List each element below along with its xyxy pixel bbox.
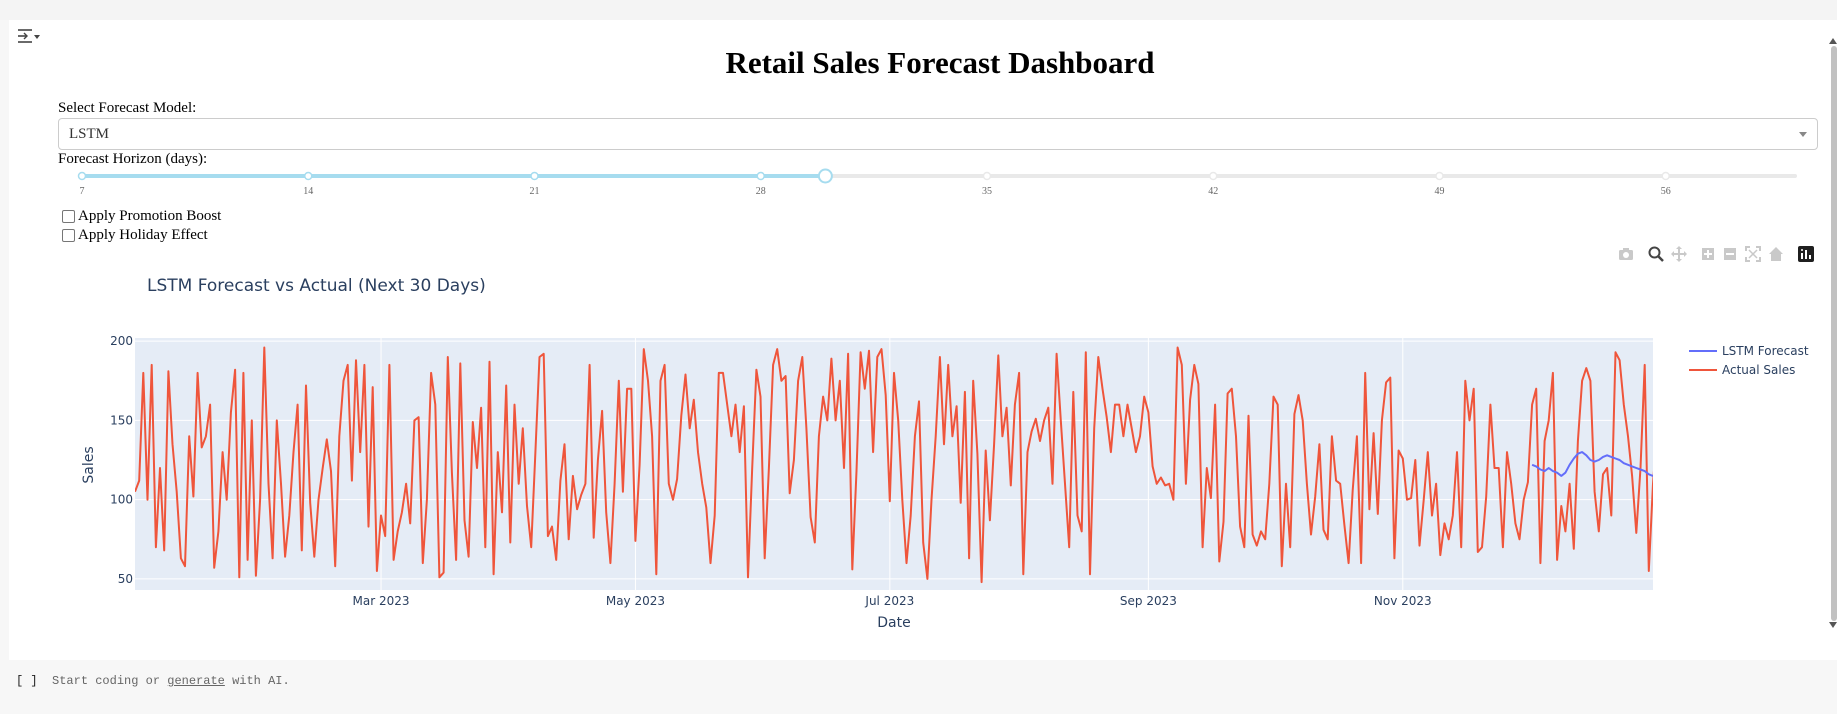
- x-tick-label: Jul 2023: [864, 594, 914, 608]
- promotion-boost-box[interactable]: [62, 210, 75, 223]
- slider-mark-label: 7: [80, 186, 85, 197]
- slider-dot[interactable]: [756, 171, 765, 181]
- promotion-boost-label: Apply Promotion Boost: [78, 208, 222, 224]
- pan-icon[interactable]: [1670, 245, 1688, 263]
- dashboard-title: Retail Sales Forecast Dashboard: [725, 45, 1155, 80]
- generate-link[interactable]: generate: [167, 674, 225, 688]
- y-tick-label: 200: [110, 334, 133, 348]
- slider-handle[interactable]: [817, 168, 833, 184]
- footer-bar: [ ] Start coding or generate with AI.: [0, 660, 1837, 714]
- slider-mark-label: 42: [1208, 186, 1218, 197]
- holiday-effect-box[interactable]: [62, 229, 75, 242]
- camera-icon[interactable]: [1617, 245, 1635, 263]
- model-select-label: Select Forecast Model:: [58, 100, 197, 116]
- autoscale-icon[interactable]: [1744, 245, 1762, 263]
- chevron-down-icon: [1799, 132, 1807, 137]
- x-tick-label: Nov 2023: [1374, 594, 1432, 608]
- holiday-effect-label: Apply Holiday Effect: [78, 227, 208, 243]
- zoom-in-icon[interactable]: [1699, 245, 1717, 263]
- holiday-effect-checkbox[interactable]: Apply Holiday Effect: [62, 227, 208, 244]
- slider-dot[interactable]: [1435, 171, 1444, 181]
- lstm-forecast-line[interactable]: [1531, 451, 1653, 477]
- model-select-value: LSTM: [69, 126, 110, 142]
- y-tick-label: 150: [110, 413, 133, 427]
- forecast-chart[interactable]: LSTM Forecast vs Actual (Next 30 Days) D…: [0, 0, 1837, 660]
- slider-dot[interactable]: [303, 171, 313, 181]
- chart-title: LSTM Forecast vs Actual (Next 30 Days): [147, 276, 486, 296]
- slider-dot[interactable]: [77, 171, 87, 181]
- slider-mark-label: 28: [756, 186, 766, 197]
- horizon-slider-track[interactable]: 7 14 21 28 35 42 49 56: [0, 166, 1837, 200]
- footer-prompt: [ ] Start coding or generate with AI.: [16, 674, 290, 688]
- slider-mark-label: 49: [1434, 186, 1444, 197]
- scrollbar[interactable]: [1829, 36, 1837, 628]
- footer-text-post: with AI.: [232, 674, 290, 688]
- zoom-icon[interactable]: [1647, 245, 1665, 263]
- slider-mark-label: 35: [982, 186, 992, 197]
- model-select[interactable]: LSTM: [58, 118, 1818, 150]
- legend-item-label[interactable]: LSTM Forecast: [1722, 344, 1809, 358]
- horizon-slider-label: Forecast Horizon (days):: [58, 151, 208, 167]
- plotly-logo-icon[interactable]: [1797, 245, 1815, 263]
- slider-dot[interactable]: [1661, 171, 1670, 181]
- cell-menu-icon[interactable]: [15, 25, 41, 47]
- slider-dot[interactable]: [982, 171, 992, 181]
- slider-mark-label: 14: [303, 186, 313, 197]
- slider-mark-label: 56: [1661, 186, 1671, 197]
- y-axis-label: Sales: [81, 446, 97, 483]
- y-tick-label: 100: [110, 493, 133, 507]
- actual-sales-line[interactable]: [135, 346, 1703, 584]
- top-bar: [0, 0, 1837, 20]
- y-tick-label: 50: [118, 572, 133, 586]
- reset-axes-icon[interactable]: [1767, 245, 1785, 263]
- x-tick-label: May 2023: [606, 594, 665, 608]
- scrollbar-thumb[interactable]: [1831, 46, 1837, 621]
- code-cell-brackets: [ ]: [16, 674, 38, 688]
- promotion-boost-checkbox[interactable]: Apply Promotion Boost: [62, 208, 221, 225]
- x-tick-label: Mar 2023: [353, 594, 410, 608]
- legend-item-label[interactable]: Actual Sales: [1722, 363, 1795, 377]
- zoom-out-icon[interactable]: [1721, 245, 1739, 263]
- x-tick-label: Sep 2023: [1120, 594, 1177, 608]
- x-axis-label: Date: [877, 615, 910, 631]
- slider-dot[interactable]: [530, 171, 539, 181]
- footer-text-pre: Start coding or: [52, 674, 161, 688]
- slider-dot[interactable]: [1208, 171, 1218, 181]
- slider-mark-label: 21: [529, 186, 539, 197]
